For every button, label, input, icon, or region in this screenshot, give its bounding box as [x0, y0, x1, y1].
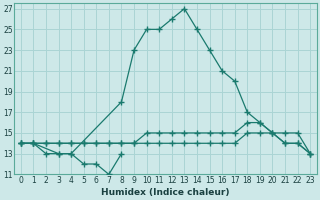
X-axis label: Humidex (Indice chaleur): Humidex (Indice chaleur) — [101, 188, 230, 197]
